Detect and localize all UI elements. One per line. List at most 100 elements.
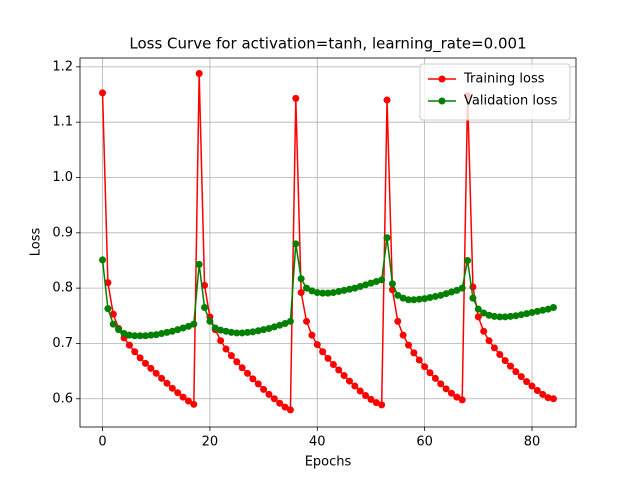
marker (372, 399, 380, 407)
marker (442, 290, 450, 298)
marker (265, 390, 273, 398)
marker (286, 317, 294, 325)
marker (233, 358, 241, 366)
marker (512, 368, 520, 376)
marker (544, 305, 552, 313)
marker (415, 295, 423, 303)
marker (238, 364, 246, 372)
marker (474, 305, 482, 313)
marker (238, 329, 246, 337)
marker (292, 240, 300, 248)
marker (474, 313, 482, 321)
marker (399, 331, 407, 339)
x-tick-label: 80 (524, 435, 541, 450)
legend-label: Validation loss (464, 94, 558, 109)
marker (378, 276, 386, 284)
marker (480, 327, 488, 335)
marker (507, 312, 515, 320)
marker (174, 326, 182, 334)
marker (335, 287, 343, 295)
marker (399, 294, 407, 302)
marker (362, 391, 370, 399)
marker (260, 326, 268, 334)
marker (297, 289, 305, 297)
marker (179, 393, 187, 401)
marker (179, 324, 187, 332)
marker (163, 379, 171, 387)
y-tick-label: 1.1 (52, 115, 73, 130)
marker (501, 313, 509, 321)
marker (99, 256, 107, 264)
marker (533, 386, 541, 394)
marker (335, 366, 343, 374)
marker (104, 279, 112, 287)
marker (195, 69, 203, 77)
marker (340, 286, 348, 294)
marker (394, 317, 402, 325)
marker (152, 331, 160, 339)
marker (147, 331, 155, 339)
marker (276, 321, 284, 329)
x-tick-label: 40 (309, 435, 326, 450)
marker (217, 337, 225, 345)
marker (485, 337, 493, 345)
marker (270, 395, 278, 403)
marker (356, 282, 364, 290)
marker (281, 320, 289, 328)
marker (437, 380, 445, 388)
marker (544, 394, 552, 402)
marker (260, 385, 268, 393)
marker (367, 279, 375, 287)
marker (201, 281, 209, 289)
y-tick-label: 0.8 (52, 281, 73, 296)
marker (367, 395, 375, 403)
marker (426, 294, 434, 302)
x-tick-label: 20 (202, 435, 219, 450)
marker (496, 351, 504, 359)
marker (163, 328, 171, 336)
marker (201, 304, 209, 312)
marker (447, 389, 455, 397)
marker (308, 287, 316, 295)
marker (356, 387, 364, 395)
marker (184, 322, 192, 330)
marker (426, 369, 434, 377)
marker (254, 327, 262, 335)
marker (517, 373, 525, 381)
y-axis-label: Loss (29, 228, 44, 257)
marker (464, 256, 472, 264)
marker (469, 294, 477, 302)
marker (222, 327, 230, 335)
marker (447, 288, 455, 296)
marker (141, 359, 149, 367)
marker (292, 94, 300, 102)
marker (329, 360, 337, 368)
marker (431, 374, 439, 382)
marker (394, 291, 402, 299)
marker (249, 328, 257, 336)
marker (115, 326, 123, 334)
marker (480, 309, 488, 317)
marker (319, 348, 327, 356)
marker (362, 281, 370, 289)
marker (528, 382, 536, 390)
marker (345, 285, 353, 293)
marker (528, 308, 536, 316)
marker (206, 317, 214, 325)
marker (308, 331, 316, 339)
marker (523, 310, 531, 318)
marker (125, 331, 133, 339)
marker (217, 326, 225, 334)
legend-marker (438, 97, 446, 105)
marker (533, 307, 541, 315)
marker (405, 341, 413, 349)
marker (120, 330, 128, 338)
marker (297, 275, 305, 283)
y-tick-label: 0.7 (52, 336, 73, 351)
marker (329, 289, 337, 297)
marker (485, 311, 493, 319)
marker (383, 96, 391, 104)
marker (517, 311, 525, 319)
marker (211, 324, 219, 332)
marker (281, 403, 289, 411)
